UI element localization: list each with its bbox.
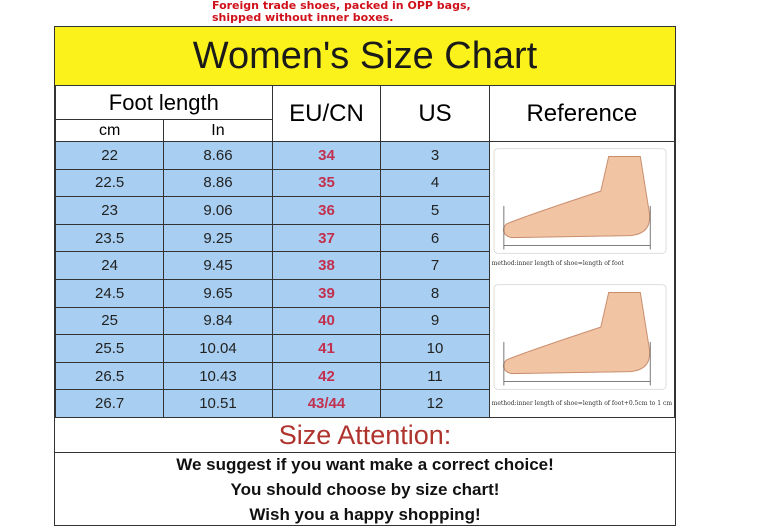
- cell-cm: 26.5: [54, 361, 165, 391]
- header-reference: Reference: [488, 85, 676, 142]
- reference-caption: method:inner length of shoe=length of fo…: [491, 260, 624, 267]
- cell-in: 8.86: [163, 168, 273, 198]
- header-foot-length: Foot length: [55, 85, 273, 120]
- cell-in: 9.25: [163, 223, 273, 253]
- attention-lines: We suggest if you want make a correct ch…: [55, 452, 675, 527]
- header-eu: EU/CN: [271, 85, 382, 142]
- table-row: 24.5 9.65 39 8: [54, 278, 675, 308]
- table-row: 25 9.84 40 9: [54, 306, 675, 336]
- cell-us: 11: [380, 361, 490, 391]
- cell-eu: 35: [271, 168, 382, 198]
- cell-in: 10.04: [163, 334, 273, 363]
- cell-in: 9.84: [163, 306, 273, 336]
- attention-line: Wish you a happy shopping!: [249, 505, 481, 524]
- size-chart: Women's Size Chart Foot length EU/CN US …: [54, 26, 676, 526]
- table-row: 26.7 10.51 43/44 12: [54, 389, 675, 418]
- size-attention: Size Attention:: [55, 417, 675, 453]
- header-cm: cm: [54, 119, 165, 142]
- reference-cell: method:inner length of shoe=length of fo…: [488, 141, 676, 418]
- table-row: 22.5 8.86 35 4: [54, 168, 675, 198]
- cell-us: 7: [380, 251, 490, 280]
- shipping-note: Foreign trade shoes, packed in OPP bags,…: [212, 0, 471, 24]
- cell-cm: 25: [54, 306, 165, 336]
- cell-us: 4: [380, 168, 490, 198]
- cell-us: 3: [380, 141, 490, 170]
- foot-illustration: [493, 284, 667, 390]
- cell-us: 9: [380, 306, 490, 336]
- cell-us: 12: [380, 389, 490, 418]
- header-us: US: [380, 85, 490, 142]
- attention-line: We suggest if you want make a correct ch…: [176, 455, 554, 474]
- cell-eu: 42: [271, 361, 382, 391]
- cell-eu: 38: [271, 251, 382, 280]
- cell-cm: 22: [54, 141, 165, 170]
- table-row: 22 8.66 34 3 method:inner length of shoe=le…: [54, 141, 676, 418]
- cell-in: 10.51: [163, 389, 273, 418]
- cell-eu: 39: [271, 278, 382, 308]
- cell-us: 5: [380, 196, 490, 225]
- cell-eu: 36: [271, 196, 382, 225]
- cell-in: 9.45: [163, 251, 273, 280]
- foot-illustration: [493, 148, 667, 254]
- size-table: Foot length EU/CN US Reference cm In 22 8…: [54, 85, 676, 418]
- cell-in: 8.66: [163, 141, 273, 170]
- header-in: In: [163, 119, 273, 142]
- cell-us: 10: [380, 334, 490, 363]
- cell-in: 9.65: [163, 278, 273, 308]
- reference-caption: method:inner length of shoe=length of fo…: [491, 400, 673, 407]
- cell-eu: 43/44: [271, 389, 382, 418]
- cell-cm: 25.5: [54, 334, 165, 363]
- chart-title: Women's Size Chart: [55, 27, 675, 85]
- cell-cm: 24: [54, 251, 165, 280]
- cell-us: 6: [380, 223, 490, 253]
- cell-cm: 23.5: [54, 223, 165, 253]
- table-row: 26.5 10.43 42 11: [54, 361, 675, 391]
- attention-line: You should choose by size chart!: [230, 480, 500, 499]
- cell-us: 8: [380, 278, 490, 308]
- cell-eu: 41: [271, 334, 382, 363]
- table-row: 25.5 10.04 41 10: [54, 334, 675, 363]
- cell-eu: 37: [271, 223, 382, 253]
- cell-cm: 26.7: [54, 389, 165, 418]
- cell-eu: 34: [271, 141, 382, 170]
- cell-cm: 22.5: [54, 168, 165, 198]
- cell-in: 10.43: [163, 361, 273, 391]
- cell-cm: 23: [54, 196, 165, 225]
- cell-eu: 40: [271, 306, 382, 336]
- cell-cm: 24.5: [54, 278, 165, 308]
- cell-in: 9.06: [163, 196, 273, 225]
